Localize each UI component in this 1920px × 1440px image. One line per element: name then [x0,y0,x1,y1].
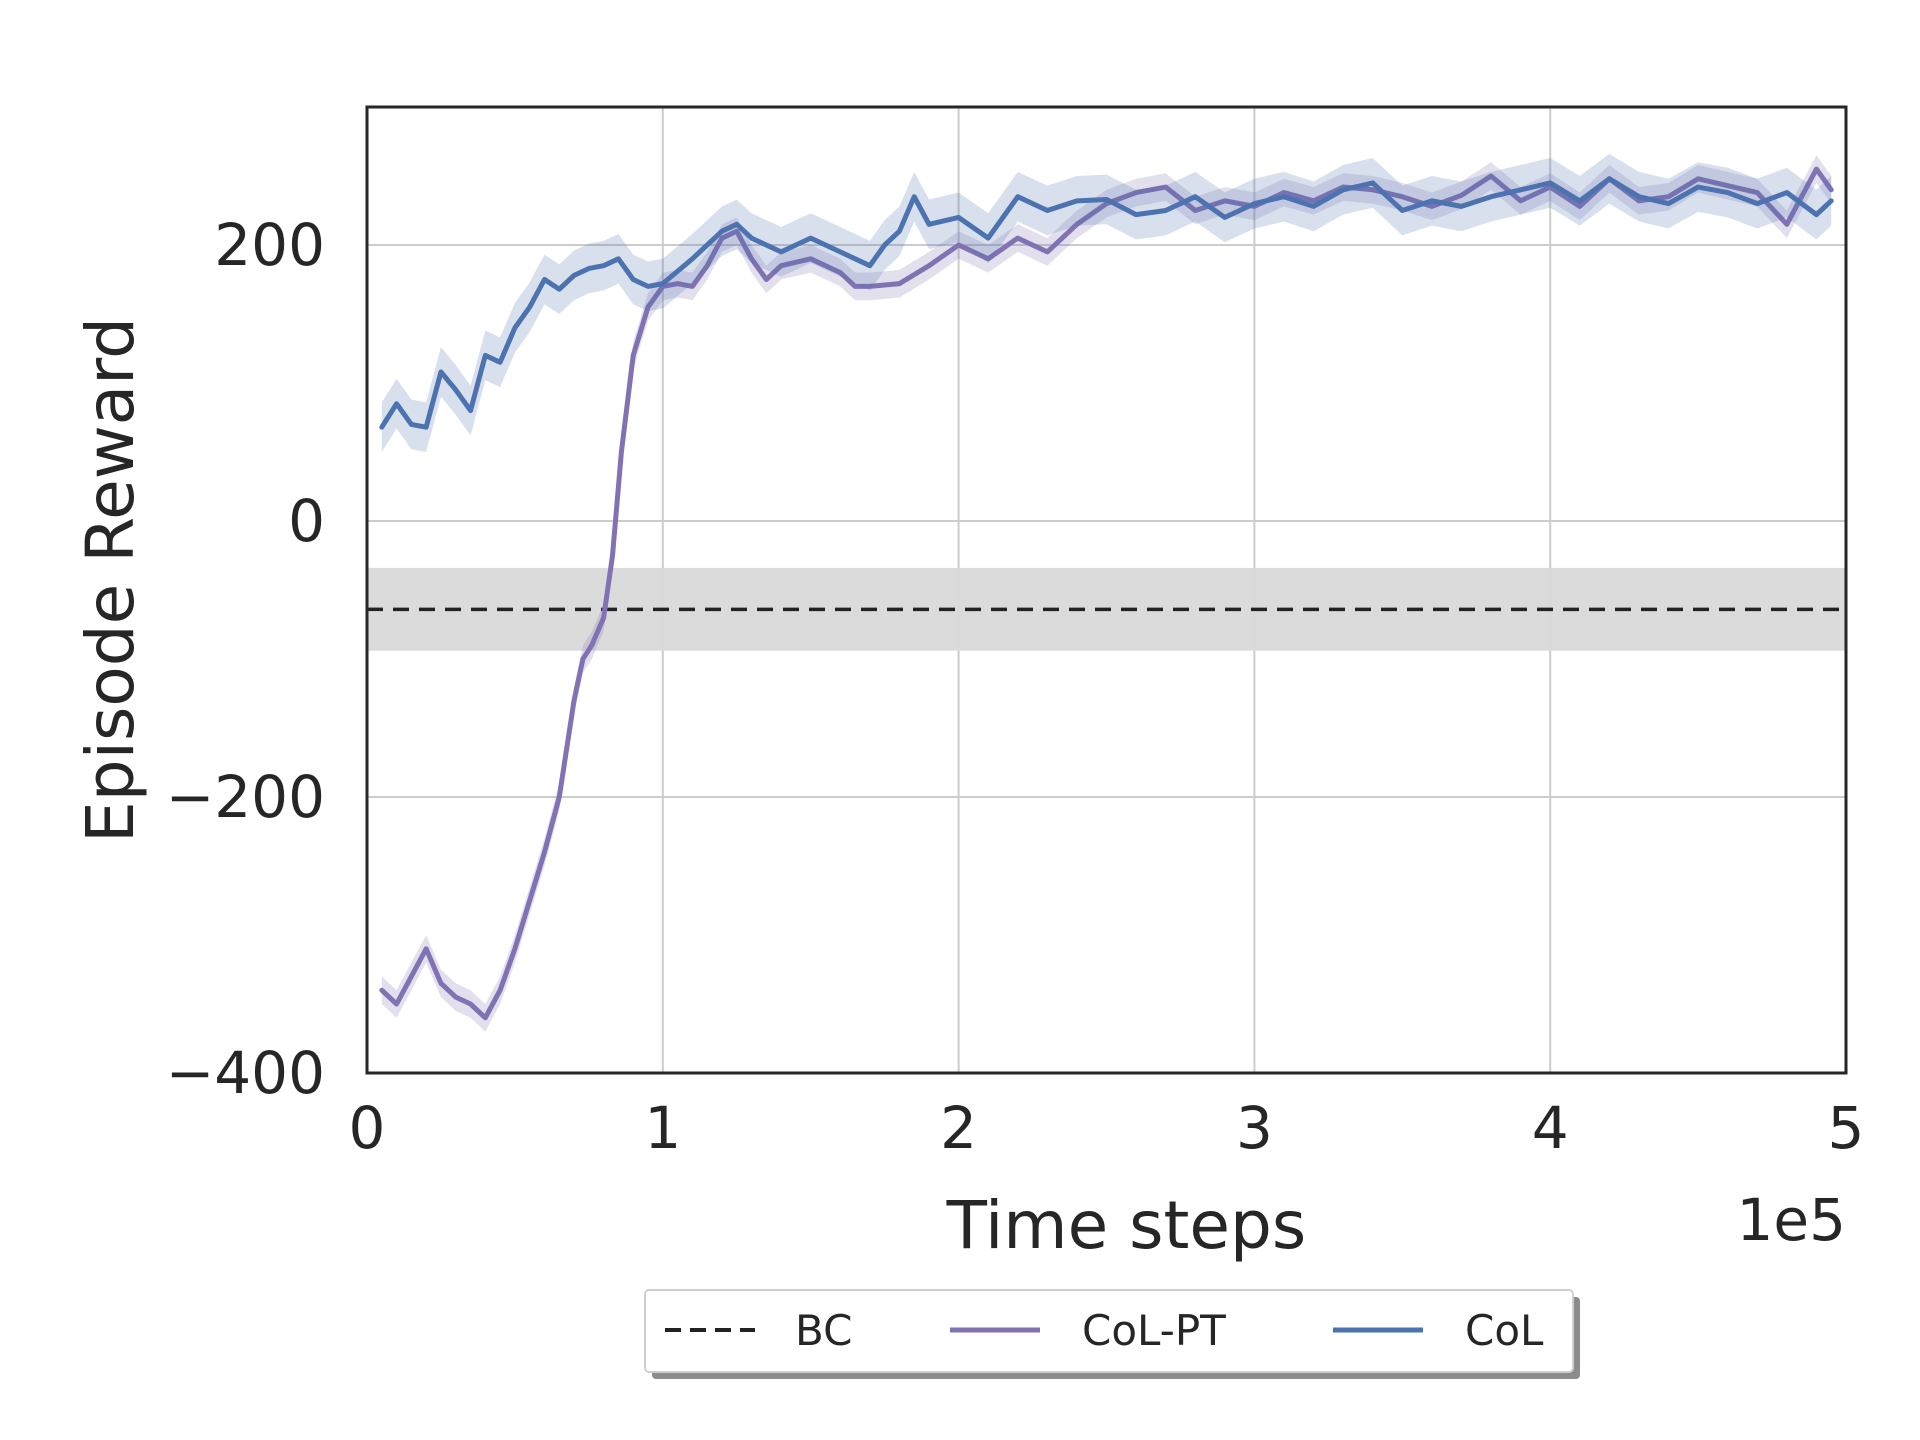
y-axis-title: Episode Reward [72,317,149,843]
bc-band-layer [367,567,1846,651]
y-tick-label: 200 [214,211,325,279]
col-pt-line [379,166,1834,1021]
y-tick-label: 0 [288,487,325,555]
x-tick-label: 3 [1236,1094,1273,1162]
x-tick-label: 5 [1828,1094,1865,1162]
x-tick-label: 0 [349,1094,386,1162]
x-tick-label: 4 [1532,1094,1569,1162]
plot-frame [365,105,1848,1075]
x-tick-label: 2 [940,1094,977,1162]
legend-label-bc: BC [795,1306,852,1355]
x-axis-offset-label: 1e5 [1737,1186,1847,1254]
x-tick-label: 1 [644,1094,681,1162]
y-tick-label: −400 [166,1039,325,1107]
legend: BC CoL-PT CoL [644,1289,1580,1379]
tick-labels: 0 1 2 3 4 5 −400 −200 0 200 [166,211,1865,1162]
series-layer [379,153,1834,1032]
x-axis-title: Time steps [946,1187,1307,1264]
legend-label-col: CoL [1465,1306,1544,1355]
col-line [379,176,1834,430]
legend-label-col-pt: CoL-PT [1082,1306,1226,1355]
y-tick-label: −200 [166,763,325,831]
legend-box [644,1289,1574,1373]
